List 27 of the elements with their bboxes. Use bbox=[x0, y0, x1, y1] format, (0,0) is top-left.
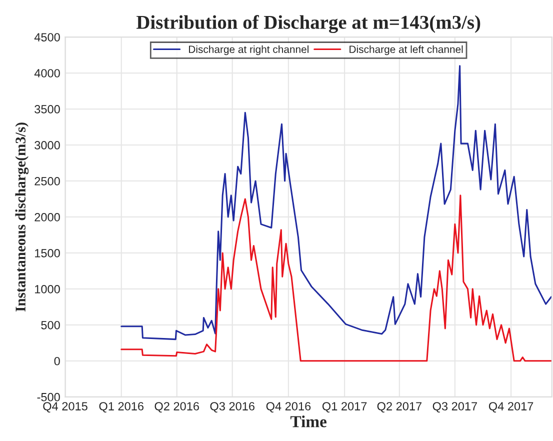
line-series bbox=[120, 65, 552, 340]
x-tick-label: Q2 2016 bbox=[154, 402, 199, 413]
y-tick-label: 3000 bbox=[34, 141, 60, 150]
y-tick-label: 3500 bbox=[34, 105, 60, 114]
y-tick-label: 4000 bbox=[34, 69, 60, 78]
y-tick-label: 1500 bbox=[35, 248, 60, 258]
x-tick-label: Q1 2016 bbox=[99, 402, 144, 413]
y-tick-label: 2500 bbox=[34, 177, 60, 186]
x-axis-title: Time bbox=[290, 416, 327, 428]
x-tick-label: Q4 2015 bbox=[43, 402, 88, 413]
x-tick-label: Q3 2017 bbox=[432, 402, 477, 413]
legend-label: Discharge at left channel bbox=[350, 45, 463, 56]
y-tick-label: 2000 bbox=[34, 213, 60, 222]
y-tick-label: -500 bbox=[37, 392, 60, 402]
y-tick-label: 1000 bbox=[35, 284, 60, 294]
y-tick-label: 500 bbox=[41, 320, 60, 330]
x-tick-label: Q1 2017 bbox=[322, 402, 367, 413]
x-tick-label: Q2 2017 bbox=[377, 402, 422, 413]
x-tick-label: Q4 2016 bbox=[266, 402, 311, 413]
x-tick-label: Q3 2016 bbox=[210, 402, 254, 413]
x-tick-label: Q4 2017 bbox=[488, 402, 534, 413]
y-tick-label: 0 bbox=[54, 356, 60, 366]
y-axis-title: Instantaneous discharge(m3/s) bbox=[15, 122, 29, 312]
chart-title: Distribution of Discharge at m=143(m3/s) bbox=[136, 15, 480, 34]
y-tick-label: 4500 bbox=[34, 33, 60, 42]
line-series bbox=[120, 194, 552, 362]
legend-label: Discharge at right channel bbox=[189, 45, 308, 56]
